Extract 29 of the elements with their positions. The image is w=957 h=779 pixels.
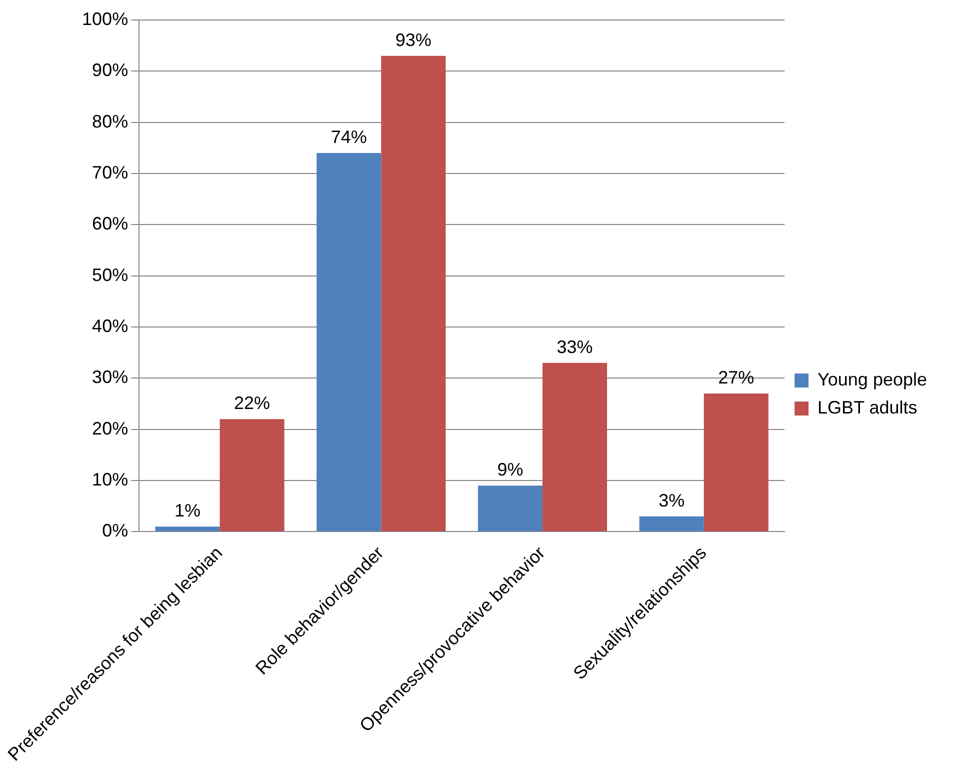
legend-label: Young people [818,369,928,390]
y-tick-label: 80% [92,111,128,132]
data-label: 27% [718,368,754,388]
data-label: 9% [497,460,524,480]
data-label: 22% [234,393,270,414]
y-tick-label: 20% [92,418,128,438]
data-label: 33% [556,336,593,357]
bar [381,56,446,532]
y-tick-label: 10% [92,470,128,490]
y-tick-label: 70% [92,162,128,182]
y-tick-label: 40% [92,316,128,336]
data-label: 1% [174,500,201,521]
bar [155,526,220,532]
bar [639,516,704,532]
legend-label: LGBT adults [818,397,918,418]
y-tick-label: 90% [92,60,128,80]
data-label: 3% [658,490,685,510]
bar [704,394,768,532]
y-tick-label: 100% [82,8,128,29]
data-label: 74% [330,127,367,148]
bar [478,486,542,532]
data-label: 93% [395,30,432,50]
bar [542,362,608,532]
y-tick-label: 60% [92,214,128,234]
y-tick-label: 50% [92,264,128,285]
bar [316,153,382,532]
bar [220,419,284,532]
y-tick-label: 0% [102,520,128,541]
y-tick-label: 30% [92,367,128,388]
